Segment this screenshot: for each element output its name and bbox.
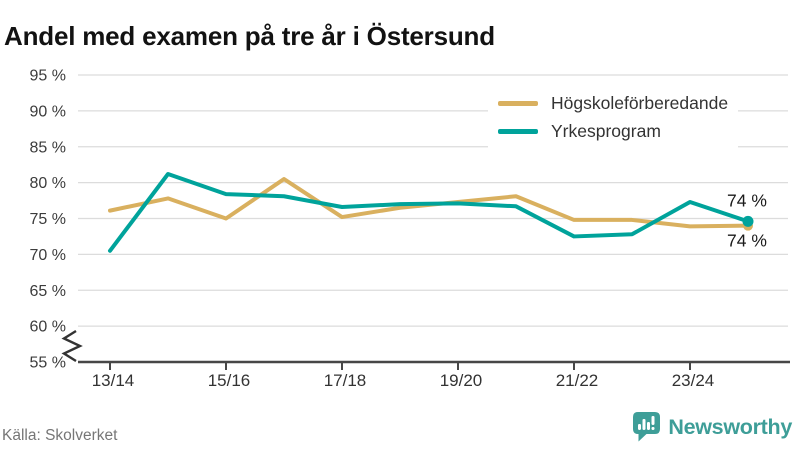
legend-label-yrkesprogram: Yrkesprogram <box>551 120 661 141</box>
y-axis-tick-label: 80 % <box>30 175 66 192</box>
y-axis-tick-label: 85 % <box>30 139 66 156</box>
x-axis-tick-label: 19/20 <box>440 371 483 390</box>
series-endpoint-dot <box>742 215 754 227</box>
y-axis-tick-label: 75 % <box>30 211 66 228</box>
x-axis-tick-label: 17/18 <box>324 371 367 390</box>
x-axis-tick-label: 23/24 <box>672 371 715 390</box>
y-axis-tick-label: 70 % <box>30 247 66 264</box>
y-axis-tick-label: 95 % <box>30 68 66 85</box>
x-axis-tick-label: 21/22 <box>556 371 599 390</box>
legend-item-hogskoleforberedande: Högskoleförberedande <box>498 89 728 117</box>
legend-item-yrkesprogram: Yrkesprogram <box>498 117 728 145</box>
y-axis-tick-label: 65 % <box>30 283 66 300</box>
legend-label-hogskoleforberedande: Högskoleförberedande <box>551 92 729 113</box>
axis-break-icon <box>61 329 83 363</box>
x-axis-tick-label: 15/16 <box>208 371 251 390</box>
y-axis-tick-label: 55 % <box>30 355 66 372</box>
chart-title: Andel med examen på tre år i Östersund <box>4 21 495 52</box>
y-axis-tick-label: 60 % <box>30 319 66 336</box>
source-note: Källa: Skolverket <box>2 427 118 444</box>
end-value-label: 74 % <box>727 190 767 210</box>
legend-swatch-yrkesprogram-icon <box>498 128 538 134</box>
x-axis-tick-label: 13/14 <box>92 371 135 390</box>
newsworthy-bubble-chart-icon <box>633 412 661 442</box>
end-value-label: 74 % <box>727 231 767 251</box>
newsworthy-logo[interactable]: Newsworthy <box>633 412 792 442</box>
legend-swatch-hogskoleforberedande-icon <box>498 100 538 106</box>
series-line-yrkesprogram <box>108 172 750 253</box>
legend: Högskoleförberedande Yrkesprogram <box>488 85 739 149</box>
y-axis-tick-label: 90 % <box>30 103 66 120</box>
newsworthy-wordmark: Newsworthy <box>668 414 792 439</box>
